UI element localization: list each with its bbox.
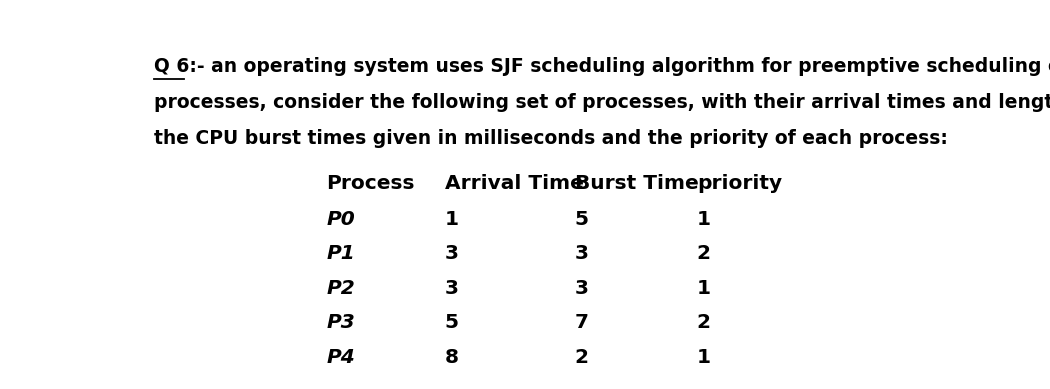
Text: 3: 3: [444, 244, 459, 263]
Text: Arrival Time: Arrival Time: [444, 174, 584, 193]
Text: 1: 1: [697, 348, 711, 367]
Text: 3: 3: [574, 244, 589, 263]
Text: 2: 2: [697, 313, 711, 332]
Text: the CPU burst times given in milliseconds and the priority of each process:: the CPU burst times given in millisecond…: [154, 129, 948, 148]
Text: P2: P2: [327, 279, 355, 298]
Text: P1: P1: [327, 244, 355, 263]
Text: Q 6:- an operating system uses SJF scheduling algorithm for preemptive schedulin: Q 6:- an operating system uses SJF sched…: [154, 57, 1050, 76]
Text: 2: 2: [697, 244, 711, 263]
Text: P0: P0: [327, 210, 355, 229]
Text: 3: 3: [444, 279, 459, 298]
Text: 1: 1: [697, 210, 711, 229]
Text: 8: 8: [444, 348, 459, 367]
Text: Process: Process: [327, 174, 415, 193]
Text: 1: 1: [697, 279, 711, 298]
Text: processes, consider the following set of processes, with their arrival times and: processes, consider the following set of…: [154, 93, 1050, 112]
Text: 5: 5: [574, 210, 589, 229]
Text: 2: 2: [574, 348, 589, 367]
Text: priority: priority: [697, 174, 782, 193]
Text: 5: 5: [444, 313, 459, 332]
Text: 1: 1: [444, 210, 459, 229]
Text: 3: 3: [574, 279, 589, 298]
Text: P3: P3: [327, 313, 355, 332]
Text: Burst Time: Burst Time: [574, 174, 698, 193]
Text: P4: P4: [327, 348, 355, 367]
Text: 7: 7: [574, 313, 589, 332]
